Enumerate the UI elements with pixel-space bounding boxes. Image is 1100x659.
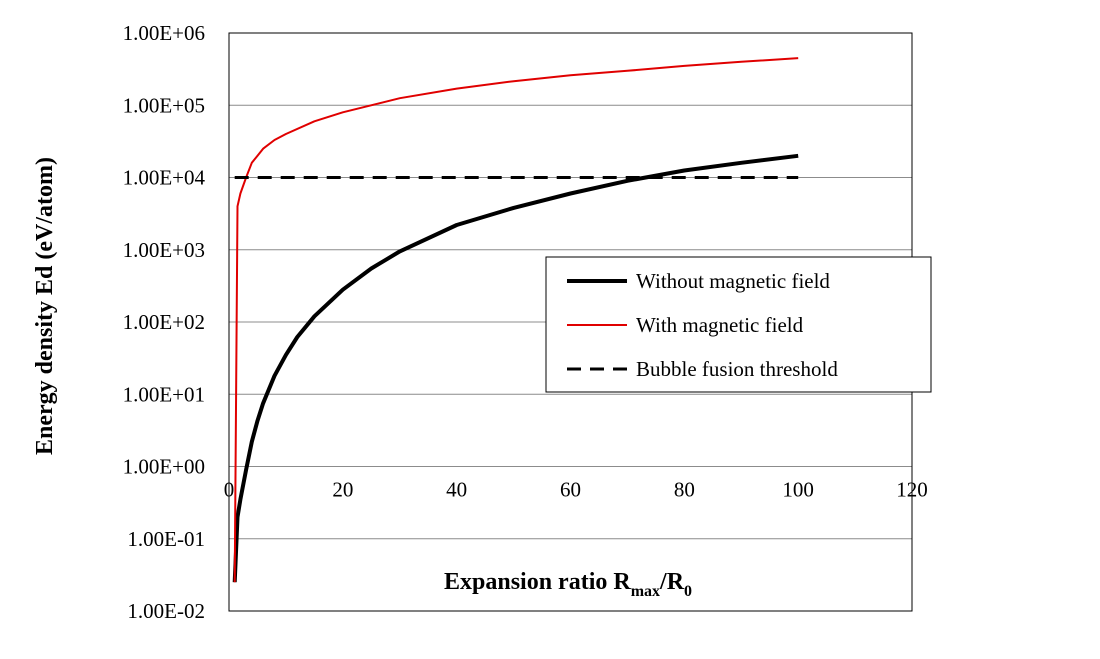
series-line-1 [232, 153, 799, 583]
y-tick-label: 1.00E-02 [127, 599, 205, 623]
y-tick-label: 1.00E+03 [123, 238, 205, 262]
y-tick-label: 1.00E+01 [123, 382, 205, 406]
y-tick-labels: 1.00E-02 1.00E-01 1.00E+00 1.00E+01 1.00E+02… [123, 21, 206, 623]
x-tick-label: 60 [560, 478, 581, 502]
x-tick-label: 0 [224, 478, 235, 502]
x-axis-title-sub2: 0 [684, 583, 692, 600]
y-tick-label: 1.00E+06 [123, 21, 205, 45]
series-layer [232, 57, 799, 583]
y-tick-label: 1.00E+00 [123, 455, 205, 479]
x-tick-label: 120 [896, 478, 928, 502]
legend-label-without-field: Without magnetic field [636, 269, 830, 293]
x-tick-label: 100 [782, 478, 814, 502]
y-tick-label: 1.00E-01 [127, 527, 205, 551]
x-axis-title-main: Expansion ratio R [444, 569, 631, 595]
legend: Without magnetic field With magnetic fie… [545, 256, 932, 393]
x-axis-title: Expansion ratio Rmax/R0 [444, 569, 692, 600]
x-axis-title-sub1: max [631, 583, 660, 600]
legend-label-with-field: With magnetic field [636, 313, 804, 337]
x-tick-labels: 0 20 40 60 80 100 120 [224, 478, 928, 502]
y-axis-title: Energy density Ed (eV/atom) [32, 157, 58, 455]
x-tick-label: 40 [446, 478, 467, 502]
x-tick-label: 20 [332, 478, 353, 502]
x-axis-title-mid: /R [659, 569, 685, 595]
x-tick-label: 80 [674, 478, 695, 502]
y-tick-label: 1.00E+04 [123, 166, 206, 190]
legend-label-threshold: Bubble fusion threshold [636, 357, 838, 381]
y-tick-label: 1.00E+02 [123, 310, 205, 334]
y-tick-label: 1.00E+05 [123, 93, 205, 117]
